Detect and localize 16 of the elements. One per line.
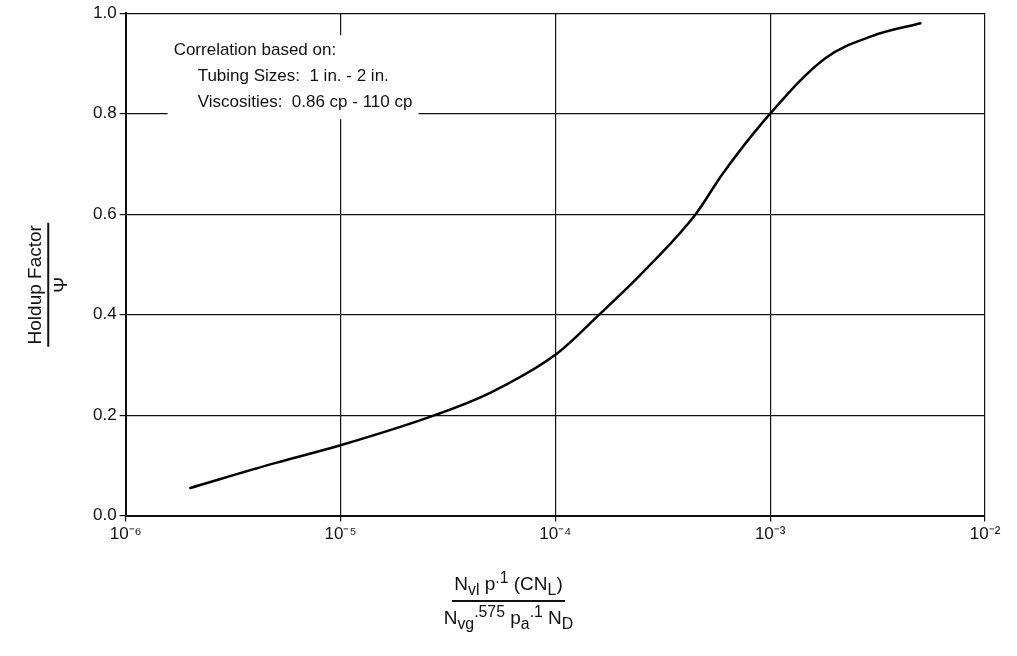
y-tick-label: 1.0 [92,2,117,22]
annotation: Correlation based on: [173,40,337,60]
y-tick-label: 0.6 [92,203,117,223]
x-tick-label: 10⁻² [969,524,1001,544]
y-tick-label: 0.8 [92,103,117,123]
x-tick-label: 10⁻⁵ [324,524,357,544]
y-tick-label: 0.4 [92,304,117,324]
x-tick-label: 10⁻⁶ [109,524,142,544]
y-tick-label: 0.2 [92,404,117,424]
x-tick-label: 10⁻⁴ [539,524,572,544]
annotation: Tubing Sizes: 1 in. - 2 in. [197,66,389,86]
text: N$_{vl}$ p$^{.1}$ (CN$_{L}$) N$_{vg}$$^{.575}$ p$_{a}$$^{.1}$ N$_{D}$ [443,569,574,633]
y-tick-label: 0.0 [92,505,117,525]
x-tick-label: 10⁻³ [754,524,786,544]
annotation: Viscosities: 0.86 cp - 110 cp [197,92,413,112]
y-axis-title: Holdup Factor Ψ [23,224,72,347]
